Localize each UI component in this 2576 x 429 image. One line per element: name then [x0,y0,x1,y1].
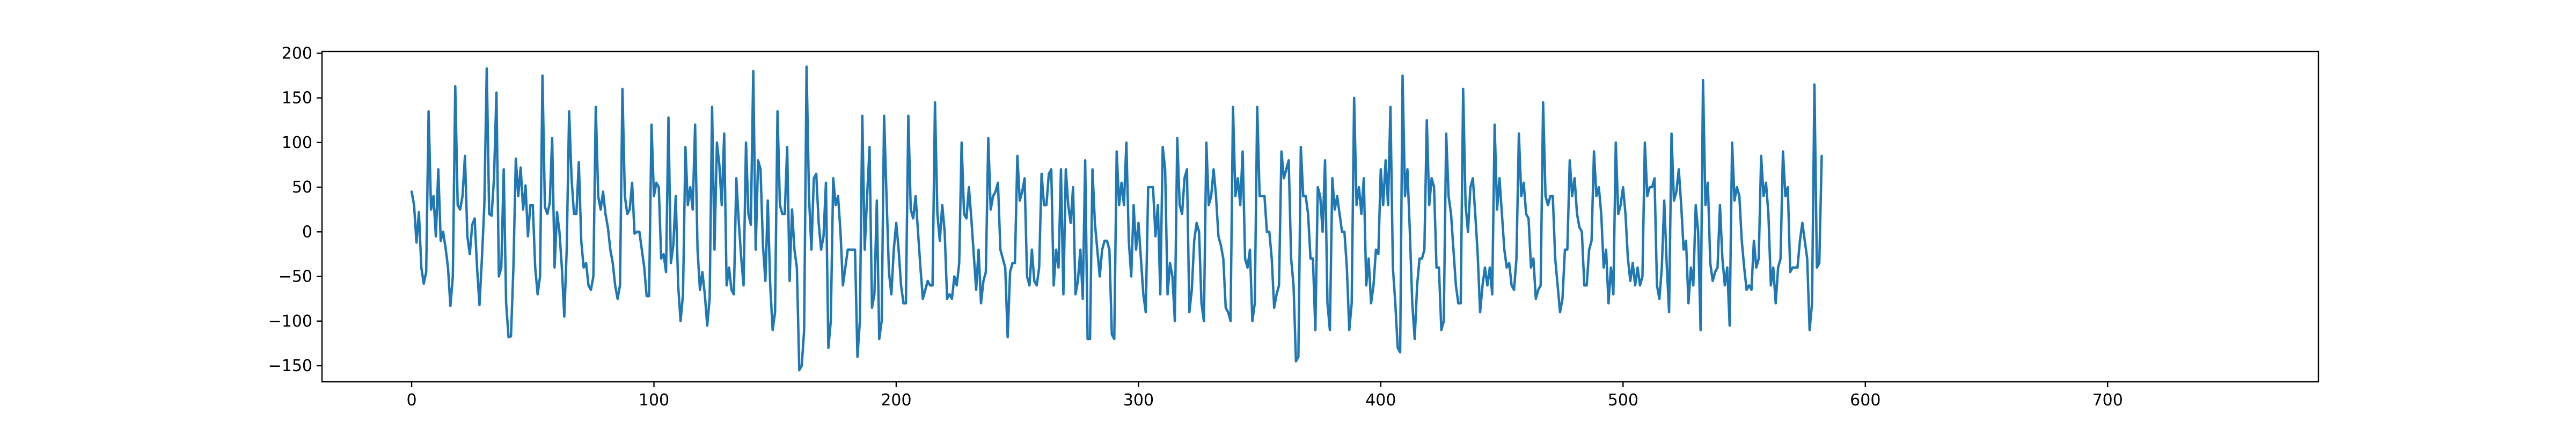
x-tick-label: 200 [881,391,911,410]
y-tick-label: 150 [282,89,312,108]
y-tick-label: −100 [268,312,312,331]
x-tick-label: 700 [2092,391,2123,410]
y-tick-label: 100 [282,134,312,152]
y-tick-label: −150 [268,357,312,375]
y-tick-label: 50 [292,178,312,197]
plot-frame [321,50,2319,383]
x-tick-label: 500 [1608,391,1638,410]
x-axis: 0 100 200 300 400 500 600 700 [406,382,2123,410]
x-tick-label: 600 [1850,391,1880,410]
x-tick-label: 400 [1365,391,1396,410]
series-line-0 [410,65,1823,372]
y-axis: −150 −100 −50 0 50 100 150 200 [268,44,322,375]
series-layer [410,65,1823,372]
x-tick-label: 100 [639,391,669,410]
x-tick-label: 0 [406,391,416,410]
x-tick-label: 300 [1123,391,1154,410]
y-tick-label: 0 [302,223,312,241]
y-tick-label: 200 [282,44,312,63]
y-tick-label: −50 [279,268,312,286]
